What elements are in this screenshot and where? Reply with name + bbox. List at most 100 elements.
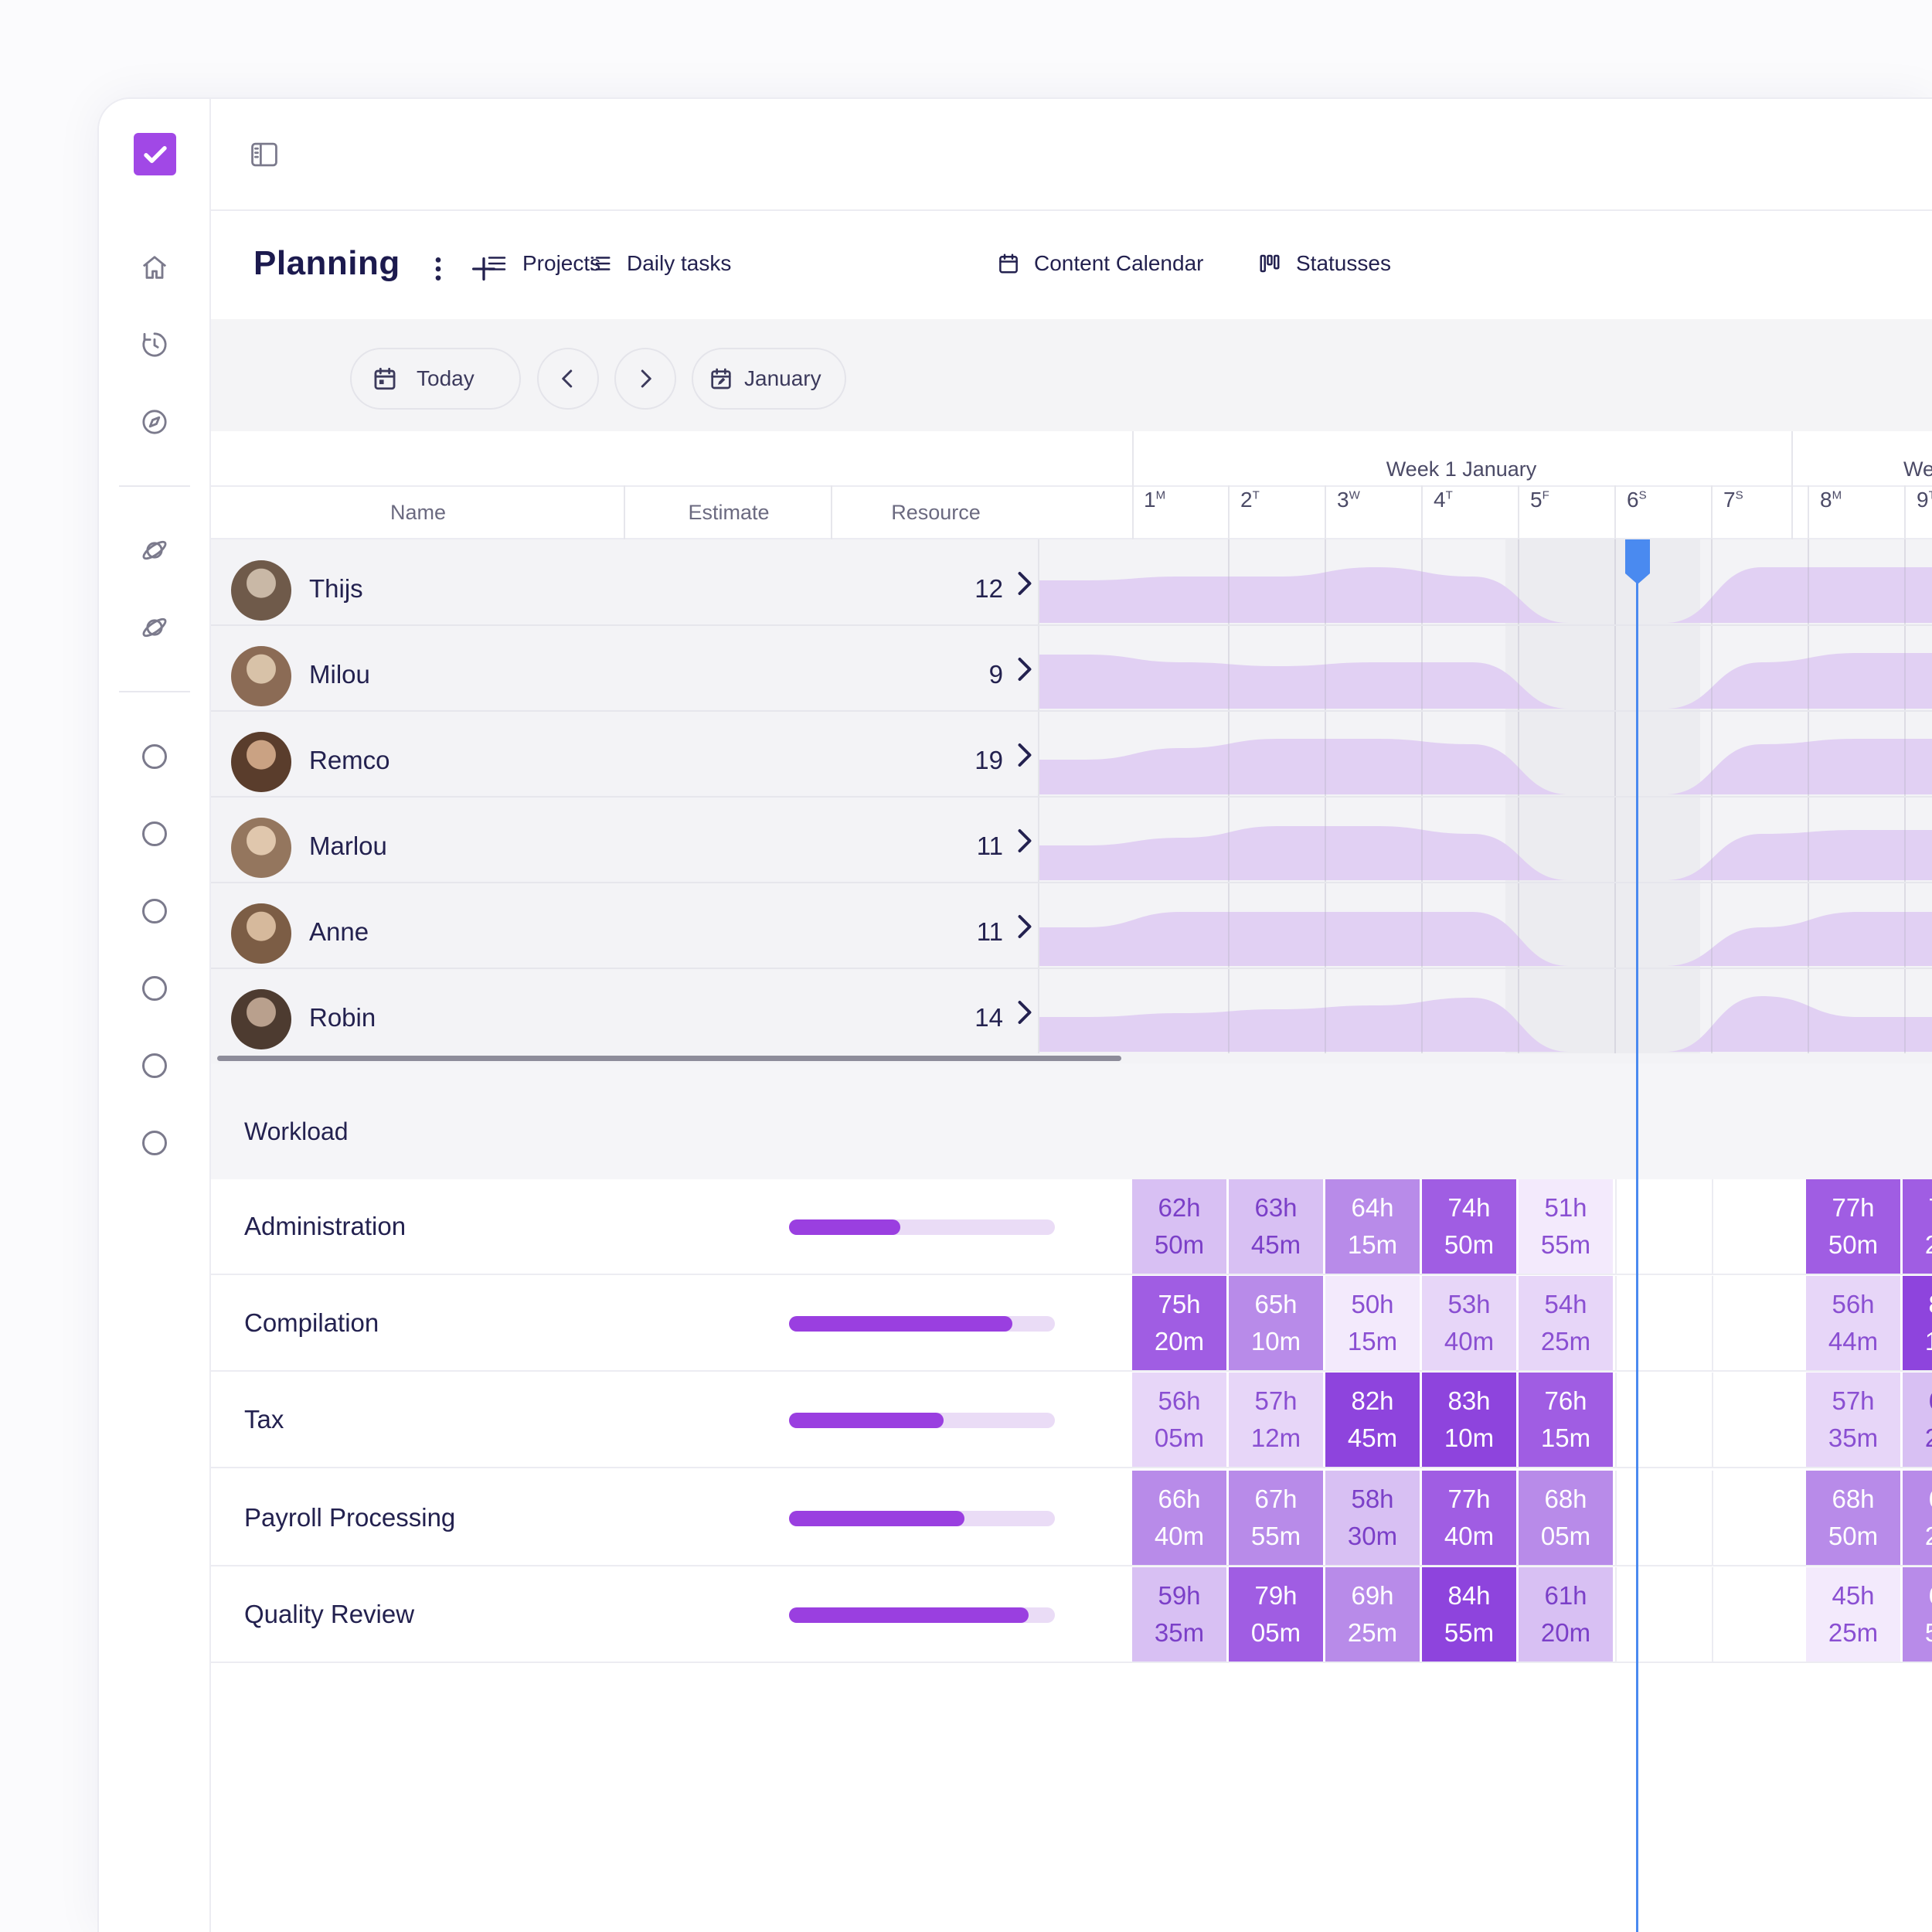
workload-cell[interactable]: 63h 45m (1229, 1179, 1323, 1274)
avatar[interactable] (231, 818, 291, 878)
circle-icon[interactable] (138, 817, 172, 851)
workload-cell[interactable]: 66h 40m (1132, 1471, 1226, 1565)
resource-rows: Thijs 12 Milou 9 Remco 19 Marlou 11 Anne 11 Robin 1… (211, 539, 1932, 1053)
workload-cell[interactable]: 62h 50m (1132, 1179, 1226, 1274)
day-header: 4T (1434, 488, 1453, 512)
workload-cell[interactable]: 61h 20m (1519, 1567, 1613, 1662)
planet-icon[interactable] (138, 611, 172, 645)
circle-icon[interactable] (138, 894, 172, 928)
circle-icon[interactable] (138, 740, 172, 774)
tab-content-calendar[interactable]: Content Calendar (997, 251, 1203, 276)
task-progress-bar (789, 1413, 1055, 1428)
kanban-icon (1260, 254, 1280, 273)
bullet-list-icon (590, 257, 611, 270)
workload-cell[interactable]: 56h 44m (1806, 1276, 1900, 1370)
sidebar (99, 99, 211, 1932)
workload-cell[interactable]: 65h 10m (1229, 1276, 1323, 1370)
tab-label: Content Calendar (1034, 251, 1204, 275)
workload-cell[interactable]: 51h 55m (1519, 1179, 1613, 1274)
day-header: 1M (1144, 488, 1166, 512)
workload-cell[interactable]: 77h 50m (1806, 1179, 1900, 1274)
today-button[interactable]: Today (350, 348, 521, 410)
expand-chevron-icon[interactable] (1015, 825, 1035, 860)
workload-cell[interactable]: 75h 20m (1132, 1276, 1226, 1370)
workload-cell[interactable]: 83h 10m (1422, 1372, 1516, 1467)
previous-button[interactable] (537, 348, 599, 410)
workload-cell[interactable]: 50h 15m (1325, 1276, 1420, 1370)
compass-icon[interactable] (138, 405, 172, 439)
workload-cell[interactable]: 81h12m (1903, 1276, 1932, 1370)
workload-cell[interactable]: 77h 40m (1422, 1471, 1516, 1565)
sidebar-toggle-icon[interactable] (250, 141, 279, 172)
tab-statusses[interactable]: Statusses (1257, 251, 1391, 276)
avatar[interactable] (231, 560, 291, 621)
expand-chevron-icon[interactable] (1015, 568, 1035, 603)
column-header-resource[interactable]: Resource (891, 501, 981, 524)
workload-cell[interactable]: 64h 15m (1325, 1179, 1420, 1274)
column-header-estimate[interactable]: Estimate (688, 501, 770, 524)
workload-cell[interactable]: 59h 35m (1132, 1567, 1226, 1662)
circle-icon[interactable] (138, 971, 172, 1005)
resource-count: 9 (988, 660, 1003, 689)
expand-chevron-icon[interactable] (1015, 740, 1035, 774)
workload-cell[interactable]: 57h 35m (1806, 1372, 1900, 1467)
avatar[interactable] (231, 903, 291, 964)
day-header: 7S (1723, 488, 1743, 512)
workload-header (211, 1063, 1932, 1179)
workload-wave (1039, 996, 1932, 1052)
workload-cell[interactable]: 79h 05m (1229, 1567, 1323, 1662)
workload-cell[interactable]: 45h 25m (1806, 1567, 1900, 1662)
task-name: Payroll Processing (244, 1503, 456, 1532)
workload-cell[interactable]: 69h 25m (1325, 1567, 1420, 1662)
month-picker[interactable]: January (692, 348, 846, 410)
tab-label: Statusses (1296, 251, 1391, 275)
expand-chevron-icon[interactable] (1015, 654, 1035, 689)
workload-cell[interactable]: 82h 45m (1325, 1372, 1420, 1467)
workload-cell[interactable]: 79h25m (1903, 1179, 1932, 1274)
workload-cell[interactable]: 56h 05m (1132, 1372, 1226, 1467)
circle-icon[interactable] (138, 1049, 172, 1083)
expand-chevron-icon[interactable] (1015, 911, 1035, 946)
horizontal-scrollbar[interactable] (217, 1056, 1121, 1061)
day-header: 8M (1820, 488, 1842, 512)
workload-cell[interactable]: 68h 05m (1519, 1471, 1613, 1565)
workload-cell[interactable]: 76h 15m (1519, 1372, 1613, 1467)
today-line (1636, 539, 1638, 1932)
planet-icon[interactable] (138, 533, 172, 567)
workload-cell[interactable]: 53h 40m (1422, 1276, 1516, 1370)
workload-cell[interactable]: 54h 25m (1519, 1276, 1613, 1370)
tab-label: Projects (522, 251, 601, 275)
circle-icon[interactable] (138, 1126, 172, 1160)
tab-projects[interactable]: Projects (485, 251, 600, 276)
column-header-name[interactable]: Name (389, 501, 447, 524)
month-label: January (744, 366, 821, 390)
day-header: 6S (1627, 488, 1647, 512)
expand-chevron-icon[interactable] (1015, 997, 1035, 1032)
avatar[interactable] (231, 646, 291, 706)
tab-daily-tasks[interactable]: Daily tasks (588, 251, 731, 276)
person-name: Milou (309, 660, 370, 689)
workload-cell[interactable]: 57h 12m (1229, 1372, 1323, 1467)
more-options-icon[interactable] (433, 253, 444, 288)
list-icon (488, 257, 506, 270)
workload-cell[interactable]: 68h20m (1903, 1471, 1932, 1565)
workload-section (211, 1063, 1932, 1932)
history-icon[interactable] (138, 328, 172, 362)
day-header: 5F (1530, 488, 1549, 512)
workload-cell[interactable]: 67h 55m (1229, 1471, 1323, 1565)
check-logo[interactable] (134, 133, 176, 175)
person-name: Remco (309, 746, 390, 774)
home-icon[interactable] (138, 250, 172, 284)
avatar[interactable] (231, 989, 291, 1049)
workload-cell[interactable]: 74h 50m (1422, 1179, 1516, 1274)
workload-cell[interactable]: 58h 30m (1325, 1471, 1420, 1565)
workload-cell[interactable]: 84h 55m (1422, 1567, 1516, 1662)
avatar[interactable] (231, 732, 291, 792)
workload-cell[interactable]: 60h25m (1903, 1372, 1932, 1467)
task-name: Quality Review (244, 1600, 415, 1628)
today-marker[interactable] (1625, 539, 1650, 584)
next-button[interactable] (614, 348, 676, 410)
page-title: Planning (253, 244, 400, 282)
